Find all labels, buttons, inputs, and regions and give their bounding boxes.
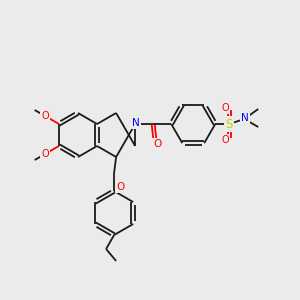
Text: O: O [221,103,229,113]
Text: S: S [226,118,233,130]
Text: N: N [132,118,140,128]
Text: O: O [116,182,124,192]
Text: O: O [221,135,229,145]
Text: O: O [41,111,49,121]
Text: O: O [153,139,161,149]
Text: O: O [41,149,49,159]
Text: N: N [242,113,249,123]
